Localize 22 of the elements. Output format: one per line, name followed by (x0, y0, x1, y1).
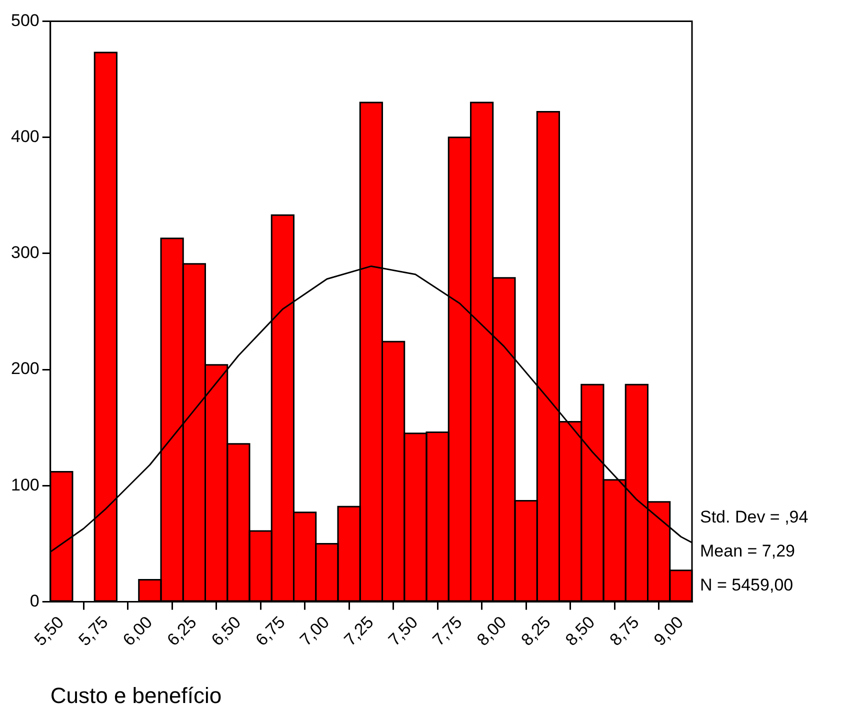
text: Mean = 7,29 (700, 541, 795, 560)
text: N = 5459,00 (700, 575, 794, 594)
y-tick-label: 400 (10, 127, 40, 146)
x-tick-label: 7,75 (428, 612, 466, 650)
x-tick-label: 7,00 (296, 612, 334, 650)
x-tick-label: 9,00 (650, 612, 688, 650)
x-tick-label: 8,00 (473, 612, 510, 650)
text: Std. Dev = ,94 (700, 507, 808, 526)
x-tick-label: 7,50 (384, 612, 422, 650)
y-tick-label: 0 (30, 591, 40, 610)
y-tick-label: 300 (10, 243, 40, 262)
y-tick-label: 200 (10, 359, 40, 378)
y-tick-label: 100 (10, 475, 40, 494)
x-axis-title: Custo e benefício (50, 682, 222, 708)
x-tick-label: 6,00 (119, 612, 156, 650)
x-tick-label: 7,25 (340, 612, 378, 650)
x-tick-label: 6,50 (208, 612, 245, 650)
x-tick-label: 6,25 (163, 612, 200, 650)
x-tick-label: 5,50 (30, 612, 68, 650)
x-tick-label: 8,50 (562, 612, 599, 650)
y-tick-label: 500 (10, 10, 40, 30)
x-tick-label: 6,75 (252, 612, 289, 650)
